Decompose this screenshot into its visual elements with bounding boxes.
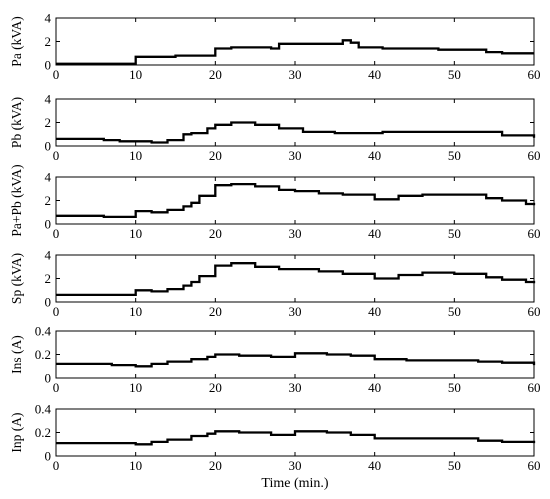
subplot-5: 0 0.2 0.4 0 10 20 30 40 50 60 Ins (A) (9, 324, 541, 396)
y-axis-label: Pa+Pb (kVA) (9, 164, 24, 236)
y-tick-label: 4 (45, 92, 52, 107)
y-tick-label: 0.4 (35, 402, 52, 417)
x-tick-label: 40 (368, 380, 381, 395)
x-tick-label: 60 (528, 226, 541, 241)
x-tick-label: 60 (528, 380, 541, 395)
y-axis-label: Pb (kVA) (9, 97, 24, 148)
x-tick-label: 10 (129, 380, 142, 395)
y-tick-label: 0.2 (35, 347, 51, 362)
x-tick-label: 30 (289, 304, 302, 319)
y-tick-label: 0 (45, 295, 52, 310)
series-line (56, 182, 536, 219)
x-tick-label: 0 (53, 148, 60, 163)
y-tick-label: 2 (45, 115, 52, 130)
x-tick-label: 30 (289, 458, 302, 473)
x-tick-label: 40 (368, 304, 381, 319)
y-tick-label: 0 (45, 449, 52, 464)
y-tick-label: 0 (45, 139, 52, 154)
x-tick-label: 50 (448, 148, 461, 163)
x-tick-label: 20 (209, 226, 222, 241)
x-tick-label: 50 (448, 67, 461, 82)
x-tick-label: 10 (129, 148, 142, 163)
y-tick-label: 4 (45, 11, 52, 26)
x-tick-label: 40 (368, 458, 381, 473)
y-tick-label: 0 (45, 371, 52, 386)
y-tick-label: 2 (45, 34, 52, 49)
x-tick-label: 60 (528, 458, 541, 473)
plot-frame (55, 98, 535, 147)
x-tick-label: 50 (448, 226, 461, 241)
x-tick-label: 10 (129, 304, 142, 319)
x-tick-label: 30 (289, 380, 302, 395)
series-line (56, 39, 534, 65)
x-tick-label: 20 (209, 380, 222, 395)
series-line (56, 121, 536, 144)
x-tick-label: 40 (368, 226, 381, 241)
x-tick-label: 40 (368, 67, 381, 82)
y-tick-label: 4 (45, 170, 52, 185)
x-tick-label: 60 (528, 148, 541, 163)
plot-frame (55, 17, 535, 66)
x-tick-label: 10 (129, 226, 142, 241)
x-tick-label: 20 (209, 67, 222, 82)
y-tick-label: 4 (45, 248, 52, 263)
y-axis-label: Inp (A) (9, 412, 24, 452)
x-tick-label: 30 (289, 148, 302, 163)
y-axis-label: Pa (kVA) (9, 16, 24, 66)
x-tick-label: 50 (448, 380, 461, 395)
x-tick-label: 60 (528, 67, 541, 82)
x-tick-label: 10 (129, 458, 142, 473)
y-tick-label: 0 (45, 217, 52, 232)
series-line (56, 352, 536, 368)
x-tick-label: 60 (528, 304, 541, 319)
x-tick-label: 30 (289, 226, 302, 241)
subplot-6: 0 0.2 0.4 0 10 20 30 40 50 60 Inp (A) Time (min.) (9, 402, 541, 492)
y-tick-label: 0 (45, 58, 52, 73)
y-axis-label: Sp (kVA) (9, 253, 24, 304)
x-tick-label: 20 (209, 304, 222, 319)
x-tick-label: 20 (209, 148, 222, 163)
x-tick-label: 0 (53, 226, 60, 241)
y-axis-label: Ins (A) (9, 335, 24, 374)
x-tick-label: 0 (53, 380, 60, 395)
x-tick-label: 10 (129, 67, 142, 82)
y-tick-label: 2 (45, 193, 52, 208)
x-tick-label: 20 (209, 458, 222, 473)
x-tick-label: 50 (448, 458, 461, 473)
series-line (56, 262, 536, 297)
series-line (56, 430, 536, 446)
x-tick-label: 0 (53, 304, 60, 319)
x-tick-label: 0 (53, 67, 60, 82)
y-tick-label: 2 (45, 271, 52, 286)
x-tick-label: 40 (368, 148, 381, 163)
x-tick-label: 0 (53, 458, 60, 473)
x-tick-label: 30 (289, 67, 302, 82)
x-tick-label: 50 (448, 304, 461, 319)
y-tick-label: 0.2 (35, 425, 51, 440)
y-tick-label: 0.4 (35, 324, 52, 339)
x-axis-label: Time (min.) (261, 476, 328, 491)
